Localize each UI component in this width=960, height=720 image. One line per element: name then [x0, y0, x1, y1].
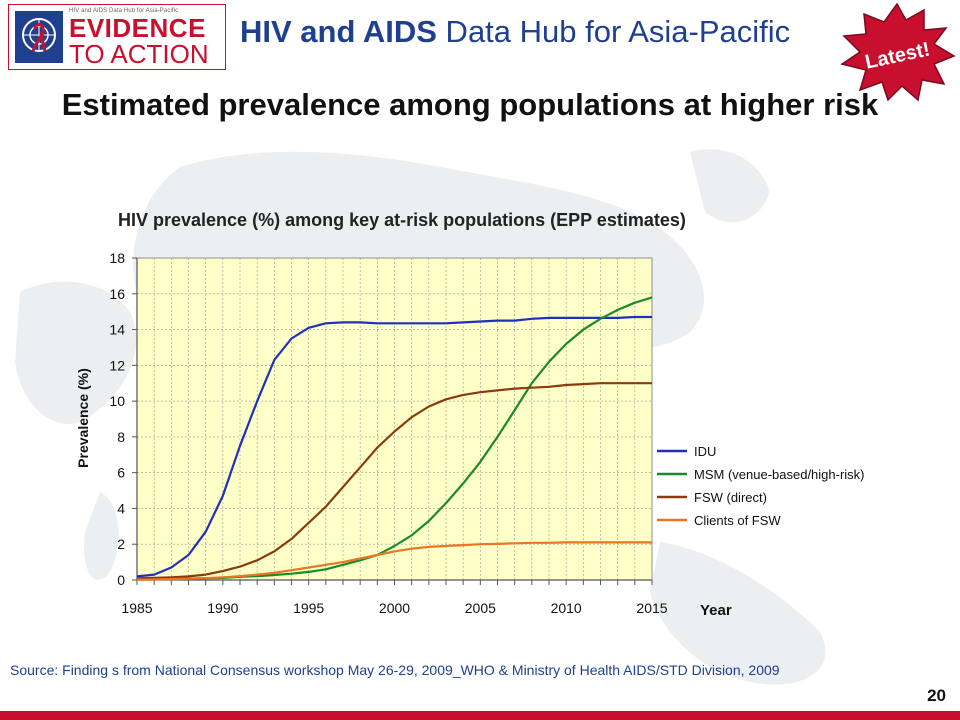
x-tick-label: 2000	[379, 600, 410, 616]
x-tick-label: 1995	[293, 600, 324, 616]
axes: 0 2 4 6 8 10 12 14 16 18 1985 1990 1995 2000 2005 2010 2…	[109, 250, 667, 616]
evidence-to-action-logo: HIV and AIDS Data Hub for Asia-Pacific E…	[8, 4, 226, 70]
header-bar: HIV and AIDS Data Hub for Asia-Pacific E…	[0, 0, 960, 72]
y-tick-label: 12	[109, 357, 125, 373]
series-line-1	[136, 315, 652, 578]
x-tick-label: 1985	[121, 600, 152, 616]
x-tick-label: 1990	[207, 600, 238, 616]
y-tick-label: 4	[117, 500, 125, 516]
y-tick-label: 0	[117, 572, 125, 588]
logo-line-1: EVIDENCE	[69, 13, 206, 43]
y-tick-label: 8	[117, 429, 125, 445]
legend: IDU MSM (venue-based/high-risk) FSW (direc…	[657, 444, 865, 528]
header-title: HIV and AIDS Data Hub for Asia-Pacific	[240, 14, 790, 50]
chart-title: HIV prevalence (%) among key at-risk pop…	[118, 210, 686, 230]
starburst-icon	[840, 2, 956, 102]
legend-label: IDU	[694, 444, 716, 459]
bottom-bar	[0, 711, 960, 720]
y-tick-label: 6	[117, 465, 125, 481]
series-line-3	[136, 382, 652, 580]
logo-line-2: TO ACTION	[69, 39, 209, 69]
x-axis-label: Year	[700, 602, 732, 619]
x-tick-label: 2015	[636, 600, 667, 616]
y-tick-label: 10	[109, 393, 125, 409]
logo-subtitle: HIV and AIDS Data Hub for Asia-Pacific	[69, 8, 179, 14]
x-tick-label: 2005	[465, 600, 496, 616]
header-title-bold: HIV and AIDS	[240, 14, 437, 49]
legend-label: MSM (venue-based/high-risk)	[694, 467, 865, 482]
y-tick-label: 14	[109, 322, 125, 338]
un-emblem-icon	[15, 11, 63, 63]
slide-title: Estimated prevalence among populations a…	[61, 87, 879, 122]
y-axis-label: Prevalence (%)	[75, 368, 91, 468]
header-title-rest: Data Hub for Asia-Pacific	[436, 14, 791, 49]
latest-badge: Latest!	[840, 2, 956, 102]
series-lines	[136, 296, 653, 581]
series-line-4	[136, 541, 652, 581]
source-note: Source: Finding s from National Consensu…	[10, 662, 780, 678]
legend-label: FSW (direct)	[694, 490, 767, 505]
x-tick-label: 2010	[551, 600, 582, 616]
y-tick-label: 18	[109, 250, 125, 266]
y-tick-label: 16	[109, 286, 125, 302]
grid-lines	[136, 257, 653, 581]
prevalence-line-chart: HIV prevalence (%) among key at-risk pop…	[75, 210, 865, 619]
page-number: 20	[927, 686, 946, 705]
y-tick-label: 2	[117, 536, 125, 552]
legend-label: Clients of FSW	[694, 513, 781, 528]
